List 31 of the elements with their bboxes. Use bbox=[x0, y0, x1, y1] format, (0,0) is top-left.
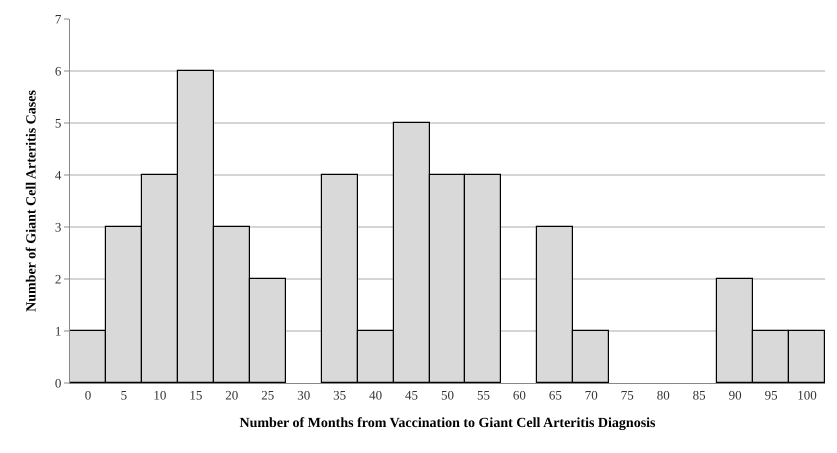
x-tick-label: 35 bbox=[333, 388, 346, 403]
x-axis-title: Number of Months from Vaccination to Giant Cell Arteritis Diagnosis bbox=[240, 416, 656, 431]
x-tick-label: 65 bbox=[548, 388, 562, 403]
x-tick-label: 15 bbox=[189, 388, 202, 403]
y-tick-label: 6 bbox=[54, 64, 62, 79]
x-tick-label: 75 bbox=[620, 388, 634, 403]
x-tick-label: 5 bbox=[120, 388, 128, 403]
x-tick-label: 80 bbox=[656, 388, 670, 403]
y-tick-label: 0 bbox=[54, 376, 62, 391]
x-tick-label: 45 bbox=[405, 388, 418, 403]
x-tick-label: 10 bbox=[153, 388, 166, 403]
x-tick-label: 20 bbox=[225, 388, 238, 403]
x-tick-label: 40 bbox=[369, 388, 382, 403]
y-tick-label: 4 bbox=[54, 168, 62, 183]
x-tick-label: 70 bbox=[584, 388, 598, 403]
x-tick-label: 25 bbox=[261, 388, 274, 403]
y-tick-label: 1 bbox=[54, 324, 62, 339]
x-tick-label: 100 bbox=[797, 388, 817, 403]
x-tick-label: 50 bbox=[441, 388, 454, 403]
y-axis-title: Number of Giant Cell Arteritis Cases bbox=[24, 90, 40, 312]
x-tick-label: 30 bbox=[297, 388, 310, 403]
y-tick-label: 5 bbox=[54, 116, 62, 131]
y-tick-label: 7 bbox=[54, 12, 62, 27]
x-tick-label: 55 bbox=[476, 388, 490, 403]
x-tick-label: 90 bbox=[728, 388, 742, 403]
x-tick-label: 85 bbox=[692, 388, 706, 403]
y-tick-label: 2 bbox=[54, 272, 62, 287]
x-tick-label: 95 bbox=[764, 388, 778, 403]
x-tick-label: 60 bbox=[512, 388, 526, 403]
y-tick-label: 3 bbox=[54, 220, 62, 235]
x-tick-label: 0 bbox=[84, 388, 92, 403]
